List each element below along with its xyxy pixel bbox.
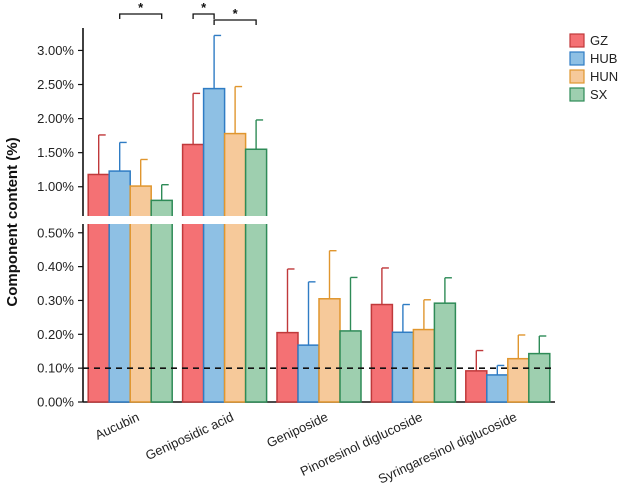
bar-hub bbox=[297, 344, 320, 403]
legend-swatch-hub bbox=[569, 51, 585, 66]
legend-swatch-sx bbox=[569, 87, 585, 102]
bar-hun bbox=[507, 357, 530, 403]
y-tick-label: 0.30% bbox=[37, 293, 74, 308]
y-tick-label: 2.00% bbox=[37, 111, 74, 126]
category-label: Geniposide bbox=[264, 409, 330, 450]
bar-hun bbox=[318, 298, 341, 403]
bar-gz bbox=[276, 331, 299, 403]
legend-label: SX bbox=[590, 87, 608, 102]
category-label: Aucubin bbox=[93, 409, 142, 442]
bars bbox=[87, 87, 551, 403]
legend-swatch-hun bbox=[569, 69, 585, 84]
y-tick-label: 3.00% bbox=[37, 43, 74, 58]
bar-gz bbox=[181, 143, 205, 403]
category-label: Geniposidic acid bbox=[143, 409, 236, 463]
bar-hun bbox=[223, 132, 247, 403]
legend-label: HUB bbox=[590, 51, 617, 66]
legend-swatch-gz bbox=[569, 33, 585, 48]
y-tick-label: 0.20% bbox=[37, 327, 74, 342]
bar-sx bbox=[339, 330, 362, 403]
bar-hub bbox=[486, 374, 509, 403]
y-tick-label: 1.00% bbox=[37, 179, 74, 194]
bar-hun bbox=[412, 328, 436, 403]
bar-gz bbox=[370, 303, 394, 403]
axes: 0.00% 0.10% 0.20% 0.30% 0.40% 0.50% 1.00% 1.50%… bbox=[37, 28, 555, 410]
y-tick-label: 2.50% bbox=[37, 77, 74, 92]
bar-sx bbox=[244, 148, 268, 403]
axis-break bbox=[75, 216, 555, 224]
bar-sx bbox=[433, 302, 457, 403]
y-tick-label: 1.50% bbox=[37, 145, 74, 160]
legend-label: GZ bbox=[590, 33, 608, 48]
bar-hub bbox=[202, 87, 226, 403]
significance-bracket bbox=[213, 19, 257, 25]
category-labels: Aucubin Geniposidic acid GeniposidePinores… bbox=[93, 409, 520, 486]
legend-label: HUN bbox=[590, 69, 618, 84]
bar-sx bbox=[150, 199, 173, 403]
bar-hub bbox=[391, 331, 415, 403]
y-tick-label: 0.50% bbox=[37, 225, 74, 240]
y-axis-title: Component content (%) bbox=[4, 137, 21, 306]
significance-star: * bbox=[138, 0, 144, 15]
error-bars bbox=[97, 34, 547, 375]
y-tick-label: 0.00% bbox=[37, 395, 74, 410]
significance-star: * bbox=[201, 0, 207, 15]
significance-bracket bbox=[192, 13, 215, 19]
significance-star: * bbox=[233, 6, 239, 21]
bar-gz bbox=[465, 370, 488, 403]
axis-break-band bbox=[75, 216, 555, 224]
y-tick-label: 0.10% bbox=[37, 361, 74, 376]
bar-sx bbox=[528, 352, 551, 403]
significance-bracket bbox=[119, 13, 163, 19]
significance-markers: * * * bbox=[119, 0, 257, 25]
y-tick-label: 0.40% bbox=[37, 259, 74, 274]
legend: GZ HUB HUN SX bbox=[569, 33, 618, 102]
